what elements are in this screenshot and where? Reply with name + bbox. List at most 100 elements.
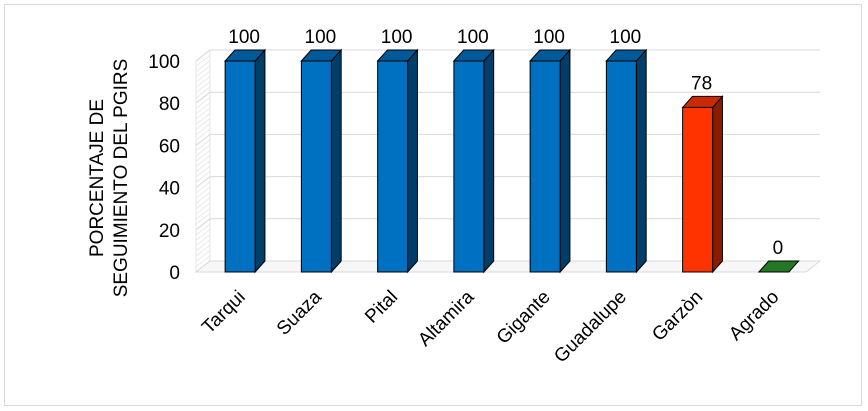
y-tick-label: 80 [159,94,180,115]
side-wall-hatch [195,213,211,225]
bar-top [681,95,724,108]
chart-floor [194,260,822,273]
side-wall-hatch [195,202,211,215]
side-wall-hatch [195,239,211,252]
side-wall-hatch [195,186,211,199]
bar-side [712,95,723,274]
bar [376,48,419,274]
data-label: 100 [457,27,489,48]
side-wall-hatch [195,102,211,115]
data-labels: 100 100 100 100 100 100 78 0 [228,27,783,259]
y-tick-label: 100 [148,52,180,73]
bar-side [330,48,342,274]
y-axis-label-line-2: SEGUIMIENTO DEL PGIRS [111,59,132,298]
bar [300,48,343,274]
side-wall-hatch [195,70,211,83]
side-wall-hatch [195,234,211,247]
side-wall-hatch [195,155,211,167]
side-wall-hatch [195,160,211,173]
bar-front [605,60,637,273]
bar-front [453,60,485,273]
bar [757,260,800,273]
y-tick-label: 0 [169,263,180,284]
data-label: 100 [381,27,413,48]
bar-top [529,49,572,62]
bar-side [407,48,418,274]
x-axis-ticks: Tarqui Suaza Pital Altamira GiganteGuadalupe… [198,286,783,367]
side-wall-hatch [195,107,211,120]
data-label: 0 [773,238,784,259]
side-wall-hatch [195,65,211,78]
side-wall-hatch [195,244,211,257]
x-tick-label: Altamira [414,286,478,350]
side-wall-hatch [195,144,211,157]
data-label: 100 [610,27,642,48]
bar-top [376,49,419,62]
gridline-depth [195,218,211,231]
bar [681,95,724,274]
x-tick-label: Tarqui [198,287,249,338]
side-wall-hatch [195,255,211,268]
side-wall-hatch [195,97,211,109]
bar-top [452,49,495,62]
side-wall-hatch [195,54,211,67]
bar-side [559,48,571,274]
side-wall-hatch [195,207,211,220]
bar-top [605,49,648,62]
side-wall-hatch [195,170,211,183]
bar-side [254,48,266,274]
data-label: 100 [305,27,337,48]
side-wall-hatch [195,128,211,141]
x-tick-label: Pital [361,287,402,328]
gridline-depth [195,176,211,188]
side-wall-hatch [195,81,211,94]
gridlines [195,49,820,273]
bars [224,48,800,274]
bar-side [483,48,495,274]
bar-top [757,260,800,273]
bar-side [635,48,647,274]
bar-front [224,60,256,273]
side-wall-hatch [195,149,211,162]
bar [529,48,572,274]
side-wall-hatch [195,139,211,152]
bar-front [377,60,409,273]
side-wall-hatch [195,86,211,99]
bar [452,48,495,274]
bar-front [300,60,332,273]
x-tick-label: Gigante [493,287,555,349]
data-label: 78 [691,73,712,94]
bar-top [224,49,267,62]
side-wall-hatch [195,181,211,194]
gridline-depth [195,91,211,104]
y-axis-ticks: 0 20 40 60 80 100 [148,52,180,284]
bar [224,48,267,274]
y-tick-label: 60 [159,136,180,157]
chart-back-wall [195,48,211,274]
bar-front [529,60,561,273]
gridline-depth [195,49,211,62]
side-wall-hatch [195,123,211,136]
x-tick-label: Garzòn [648,287,707,346]
y-tick-label: 20 [159,221,180,242]
x-tick-label: Agrado [725,287,783,345]
data-label: 100 [533,27,565,48]
bar-front [682,106,714,273]
floor-plane [194,260,822,273]
side-wall-hatch [195,228,211,241]
side-wall-hatch [195,75,211,88]
side-wall-hatch [195,197,211,210]
data-label: 100 [228,27,260,48]
side-wall-hatch [195,112,211,125]
side-wall-hatch [195,192,211,204]
x-tick-label: Guadalupe [550,287,631,368]
side-wall-hatch [195,250,211,262]
x-tick-label: Suaza [273,286,326,339]
side-wall-hatch [195,60,211,72]
gridline-depth [195,134,211,146]
side-wall-hatch [195,118,211,130]
y-tick-label: 40 [159,179,180,200]
side-wall-hatch [195,223,211,236]
bar [605,48,648,274]
